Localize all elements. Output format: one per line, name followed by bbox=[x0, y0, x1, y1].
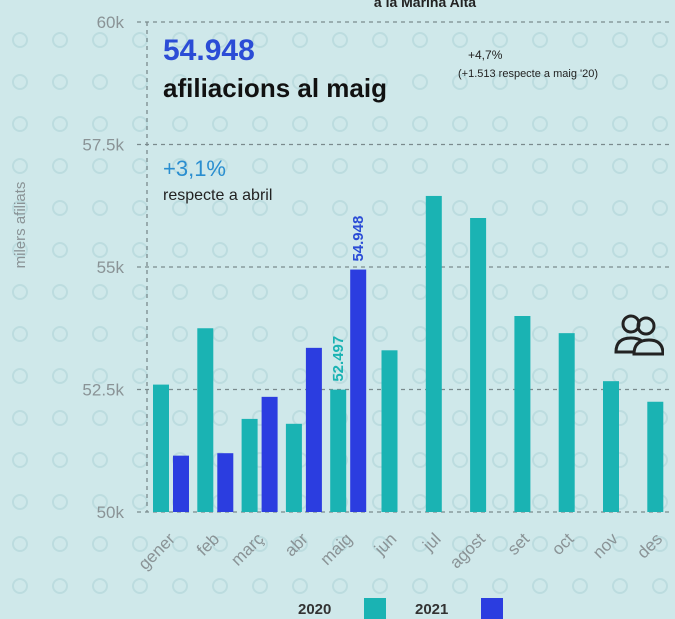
monthly-change-text: respecte a abril bbox=[163, 187, 273, 204]
x-tick-label: abr bbox=[281, 529, 312, 560]
bar-2020-març bbox=[241, 418, 258, 512]
data-labels: 52.497 54.948 bbox=[330, 216, 367, 382]
y-tick-label: 60k bbox=[97, 13, 125, 32]
legend: 2020 2021 bbox=[298, 598, 503, 619]
x-tick-label: jul bbox=[418, 529, 444, 555]
bar-2020-gener bbox=[153, 384, 169, 512]
x-tick-label: feb bbox=[193, 529, 223, 559]
bar-2021-gener bbox=[173, 455, 189, 512]
y-axis-label: milers afiliats bbox=[12, 182, 29, 269]
legend-swatch bbox=[481, 598, 503, 619]
x-tick-label: set bbox=[504, 529, 534, 559]
bar-2020-abr bbox=[285, 423, 302, 512]
bar-2020-agost bbox=[470, 218, 487, 512]
yearly-change: +4,7% bbox=[468, 48, 503, 62]
x-tick-label: maig bbox=[317, 529, 356, 568]
bars bbox=[153, 195, 664, 512]
bar-2021-feb bbox=[217, 453, 234, 512]
bar-2020-feb bbox=[197, 328, 214, 512]
data-label-2020: 52.497 bbox=[330, 336, 347, 382]
highlight-text: afiliacions al maig bbox=[163, 73, 387, 103]
x-tick-label: nov bbox=[589, 529, 622, 562]
x-tick-label: agost bbox=[446, 529, 489, 572]
people-icon bbox=[614, 314, 664, 356]
chart-title-fragment: a la Marina Alta bbox=[373, 0, 477, 10]
x-tick-label: jun bbox=[370, 529, 400, 559]
bar-2021-març bbox=[261, 396, 278, 512]
y-axis-ticks: 50k 52.5k 55k 57.5k 60k bbox=[82, 13, 124, 522]
bar-2020-jul bbox=[425, 195, 442, 512]
bar-2020-jun bbox=[381, 350, 398, 512]
x-axis-labels: gener feb març abr maig jun jul agost set oct nov d… bbox=[135, 529, 666, 574]
highlight-value: 54.948 bbox=[163, 34, 255, 67]
legend-label: 2020 bbox=[298, 601, 331, 618]
bar-2020-oct bbox=[558, 333, 575, 512]
monthly-change: +3,1% bbox=[163, 156, 226, 181]
legend-swatch bbox=[364, 598, 386, 619]
bar-2020-nov bbox=[603, 381, 619, 512]
data-label-2021: 54.948 bbox=[350, 216, 367, 262]
legend-label: 2021 bbox=[415, 601, 448, 618]
yearly-change-text: (+1.513 respecte a maig '20) bbox=[458, 68, 598, 80]
bar-2021-maig bbox=[350, 269, 367, 512]
bar-2020-set bbox=[514, 316, 531, 512]
y-tick-label: 50k bbox=[97, 503, 125, 522]
x-tick-label: març bbox=[227, 529, 268, 570]
x-tick-label: des bbox=[633, 529, 666, 562]
x-tick-label: oct bbox=[548, 529, 578, 559]
y-tick-label: 52.5k bbox=[82, 381, 124, 400]
bar-2021-abr bbox=[305, 347, 322, 512]
y-tick-label: 55k bbox=[97, 258, 125, 277]
x-tick-label: gener bbox=[135, 529, 179, 573]
bar-2020-des bbox=[647, 401, 664, 512]
bar-2020-maig bbox=[330, 389, 347, 512]
y-tick-label: 57.5k bbox=[82, 136, 124, 155]
